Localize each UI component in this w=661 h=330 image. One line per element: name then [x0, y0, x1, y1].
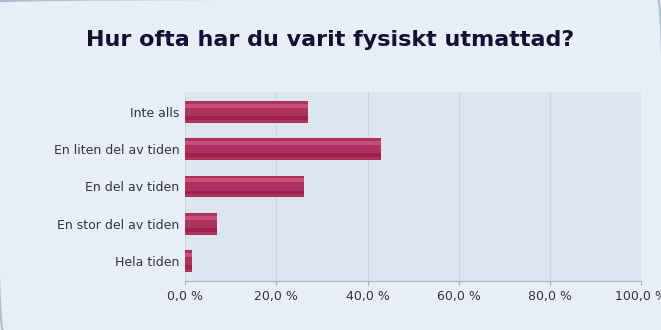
Bar [185, 179, 303, 182]
Bar [185, 265, 192, 269]
Bar [185, 104, 308, 108]
Bar [185, 213, 217, 235]
Bar [185, 253, 192, 257]
Bar [185, 101, 308, 123]
Bar [185, 216, 217, 220]
Bar [185, 190, 303, 194]
Bar [185, 250, 192, 272]
Bar [185, 228, 217, 232]
Bar [185, 153, 381, 157]
Bar [185, 141, 381, 145]
Bar [185, 138, 381, 160]
Bar [185, 116, 308, 120]
Bar [185, 176, 303, 197]
Text: Hur ofta har du varit fysiskt utmattad?: Hur ofta har du varit fysiskt utmattad? [87, 30, 574, 50]
